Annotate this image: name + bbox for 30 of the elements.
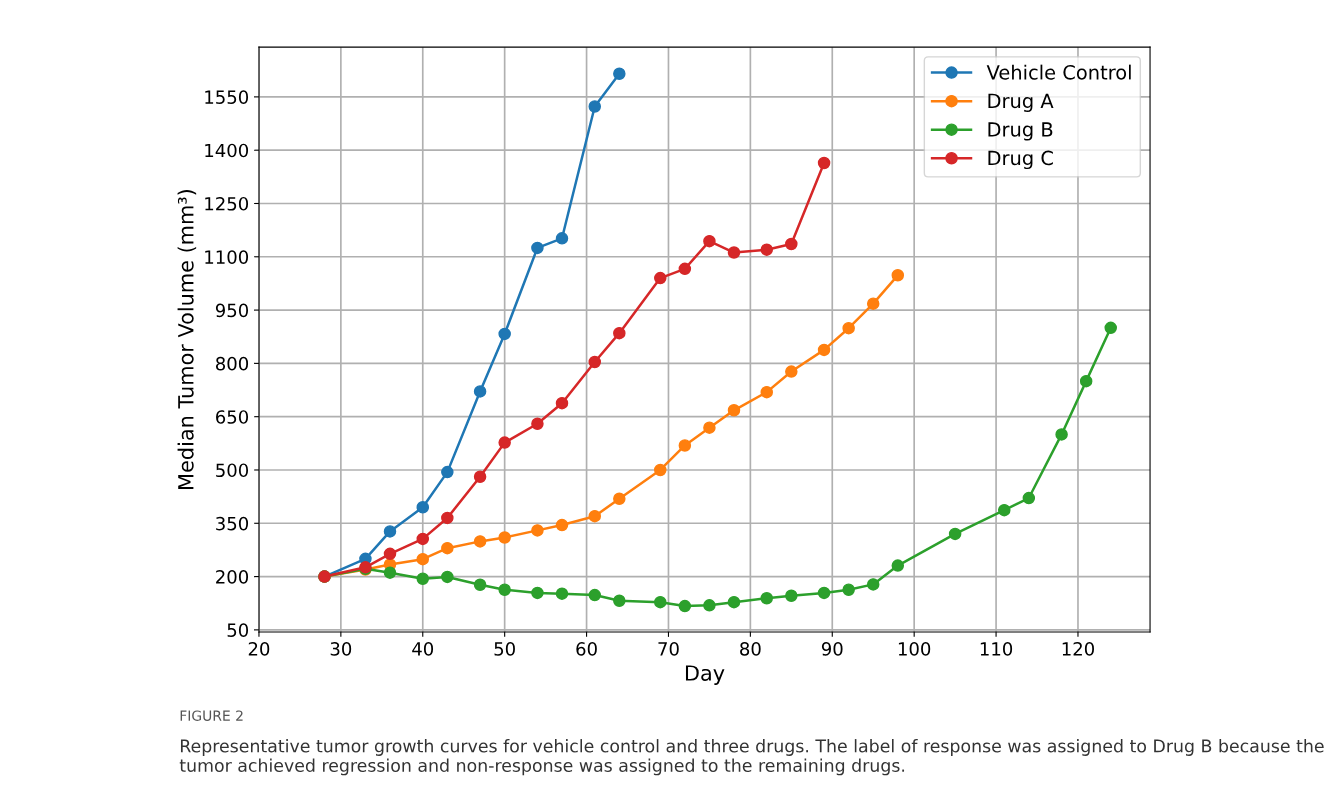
legend-label: Drug A [988, 93, 1054, 112]
legend-label: Drug C [988, 150, 1053, 170]
x-tick-label: 80 [740, 642, 761, 656]
y-tick-label: 950 [215, 303, 249, 318]
x-tick-label: 50 [494, 642, 515, 656]
x-tick-label: 100 [898, 642, 931, 656]
y-tick-label: 1550 [205, 90, 249, 104]
y-tick-label: 800 [216, 356, 249, 371]
y-tick-label: 350 [216, 516, 249, 531]
y-tick-label: 200 [216, 570, 249, 584]
y-axis-title: Median Tumor Volume (mm³) [177, 190, 197, 489]
y-tick-label: 1250 [205, 196, 249, 211]
x-tick-label: 110 [980, 642, 1013, 656]
x-tick-label: 70 [658, 642, 679, 656]
x-tick-label: 20 [248, 642, 270, 656]
y-tick-label: 50 [227, 623, 249, 637]
x-tick-label: 90 [821, 642, 843, 656]
y-tick-label: 1400 [205, 143, 249, 158]
caption: FIGURE 2 [180, 710, 243, 721]
text: Representative tumor growth curves for vehicle control and three drugs. The label of response was assigned to Drug B because the tumor achieved regression and non-response was assigned to the remaining drugs. [179, 739, 1324, 776]
x-tick-label: 40 [412, 642, 434, 656]
legend-label: Drug B [988, 122, 1053, 141]
x-axis-title: Day [685, 665, 725, 685]
y-tick-label: 500 [216, 463, 249, 478]
y-tick-label: 650 [216, 410, 249, 424]
x-tick-label: 60 [576, 642, 597, 656]
legend-label: Vehicle Control [986, 64, 1131, 80]
x-tick-label: 120 [1062, 642, 1095, 656]
y-tick-label: 1100 [205, 250, 249, 264]
x-tick-label: 30 [330, 642, 352, 656]
